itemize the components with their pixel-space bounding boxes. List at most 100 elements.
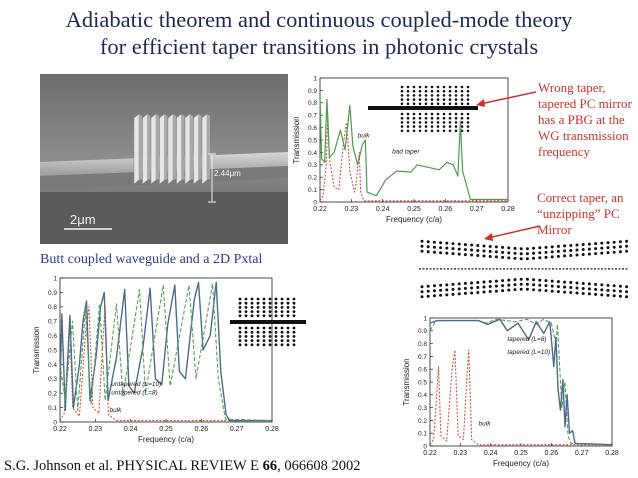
pc-rod xyxy=(412,116,416,120)
y-tick-label: 0.9 xyxy=(418,328,427,335)
pc-rod xyxy=(442,102,446,106)
waveguide-dash xyxy=(513,268,516,270)
pc-rod xyxy=(457,292,461,296)
pc-rod xyxy=(432,289,436,293)
butt-coupled-caption: Butt coupled waveguide and a 2D Pxtal xyxy=(40,252,263,267)
waveguide-dash xyxy=(611,268,614,270)
waveguide-dash xyxy=(426,268,428,270)
y-tick-label: 0.2 xyxy=(48,391,57,398)
waveguide-dash xyxy=(450,268,453,270)
pc-rod xyxy=(563,285,567,289)
pc-rod xyxy=(448,85,452,89)
pc-rod xyxy=(525,282,529,286)
pc-rod xyxy=(274,306,278,309)
pc-slab-side xyxy=(139,114,142,180)
pc-rod xyxy=(460,116,464,120)
pc-rod xyxy=(457,282,461,286)
pc-rod xyxy=(436,94,440,97)
pc-rod xyxy=(292,335,296,338)
pc-rod xyxy=(406,116,410,120)
pc-rod xyxy=(280,326,284,330)
sem-height-label: 2.44μm xyxy=(214,169,241,178)
pc-rod xyxy=(262,306,266,309)
pc-rod xyxy=(420,285,424,289)
pc-rod xyxy=(460,121,464,124)
pc-rod xyxy=(463,253,467,257)
waveguide-dash xyxy=(601,268,603,270)
waveguide-dash xyxy=(429,268,432,270)
pc-rod xyxy=(519,247,523,251)
pc-rod xyxy=(466,121,470,124)
pc-rod xyxy=(625,285,629,289)
pc-rod xyxy=(618,294,622,298)
pc-rod xyxy=(424,89,428,93)
pc-rod xyxy=(494,284,498,288)
pc-rod xyxy=(418,94,422,97)
pc-rod xyxy=(274,310,278,313)
pc-rod xyxy=(618,245,622,249)
annotation-label: untapered (L=10) xyxy=(111,381,161,388)
x-tick-label: 0.24 xyxy=(376,206,390,213)
pc-rod xyxy=(424,129,428,132)
pc-rod xyxy=(488,285,492,289)
pc-slab xyxy=(193,113,199,185)
pc-rod xyxy=(544,284,548,288)
pc-rod xyxy=(442,129,446,132)
pc-rod xyxy=(250,339,254,342)
pc-rod xyxy=(538,278,542,282)
pc-rod xyxy=(424,125,428,128)
pc-rod xyxy=(445,283,449,287)
pc-rod xyxy=(513,246,517,250)
pc-rod xyxy=(436,116,440,120)
pc-rod xyxy=(532,288,536,292)
pc-rod xyxy=(454,98,458,101)
pc-rod xyxy=(569,281,573,285)
pc-rod xyxy=(448,121,452,124)
waveguide-dash xyxy=(618,268,621,270)
pc-rod xyxy=(420,295,424,299)
x-tick-label: 0.25 xyxy=(407,206,421,213)
y-tick-label: 0 xyxy=(423,443,427,450)
pc-rod xyxy=(606,293,610,297)
pc-rod xyxy=(454,129,458,132)
pc-rod xyxy=(256,339,260,342)
pc-rod xyxy=(457,242,461,246)
pc-rod xyxy=(238,326,242,330)
pc-rod xyxy=(470,248,474,252)
pc-rod xyxy=(256,310,260,313)
pc-rod xyxy=(412,121,416,124)
pc-rod xyxy=(463,248,467,252)
pc-rod xyxy=(274,314,278,318)
pc-rod xyxy=(268,301,272,305)
pc-rod xyxy=(482,244,486,248)
waveguide-dash xyxy=(443,268,446,270)
pc-rod xyxy=(286,297,290,301)
y-tick-label: 1 xyxy=(53,275,57,282)
pc-rod xyxy=(420,290,424,294)
pc-rod xyxy=(286,335,290,338)
pc-rod xyxy=(244,335,248,338)
pc-rod xyxy=(612,245,616,249)
pc-rod xyxy=(594,292,598,296)
pc-rod xyxy=(556,285,560,289)
pc-slab-side xyxy=(147,114,151,180)
series-line-steel xyxy=(59,281,272,422)
pc-rod xyxy=(238,339,242,342)
pc-rod xyxy=(426,289,430,293)
pc-rod xyxy=(501,279,505,283)
pc-rod xyxy=(292,310,296,313)
y-tick-label: 0.8 xyxy=(308,100,317,107)
pc-slab xyxy=(159,113,165,185)
pc-rod xyxy=(430,94,434,97)
y-tick-label: 1 xyxy=(313,75,317,82)
pc-rod xyxy=(280,339,284,342)
y-tick-label: 0.6 xyxy=(48,333,57,340)
pc-rod xyxy=(563,249,567,253)
pc-rod xyxy=(439,283,443,287)
pc-rod xyxy=(412,98,416,101)
pc-rod xyxy=(460,94,464,97)
pc-rod xyxy=(412,125,416,128)
pc-rod xyxy=(262,301,266,305)
pc-rod xyxy=(268,335,272,338)
series-line-bulk xyxy=(429,349,612,446)
